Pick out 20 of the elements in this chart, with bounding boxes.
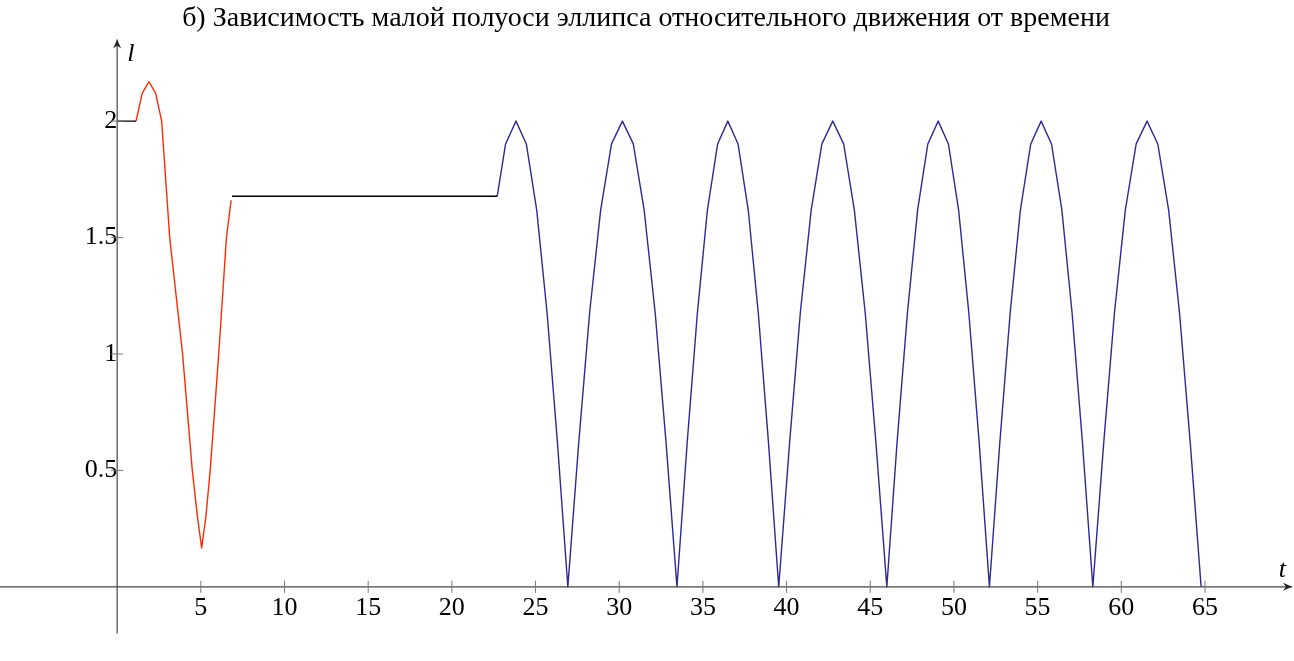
x-tick-label: 50 [940, 592, 967, 622]
x-axis-title: t [1278, 553, 1287, 583]
x-tick-label: 65 [1191, 592, 1218, 622]
x-tick-label: 55 [1024, 592, 1051, 622]
x-tick-label: 35 [689, 592, 716, 622]
y-axis-title: l [127, 38, 135, 68]
y-tick-label: 1.5 [84, 221, 118, 251]
y-tick-label: 1 [104, 337, 118, 367]
x-tick-label: 5 [194, 592, 208, 622]
x-tick-label: 25 [522, 592, 549, 622]
x-tick-label: 20 [438, 592, 465, 622]
x-tick-label: 60 [1108, 592, 1135, 622]
y-tick-label: 0.5 [84, 454, 118, 484]
x-tick-label: 40 [773, 592, 800, 622]
y-tick-label: 2 [104, 104, 118, 134]
x-tick-label: 15 [355, 592, 382, 622]
x-tick-label: 30 [606, 592, 633, 622]
x-tick-label: 45 [857, 592, 884, 622]
x-tick-label: 10 [271, 592, 298, 622]
chart-title: б) Зависимость малой полуоси эллипса относительного движения от времени [182, 1, 1110, 33]
